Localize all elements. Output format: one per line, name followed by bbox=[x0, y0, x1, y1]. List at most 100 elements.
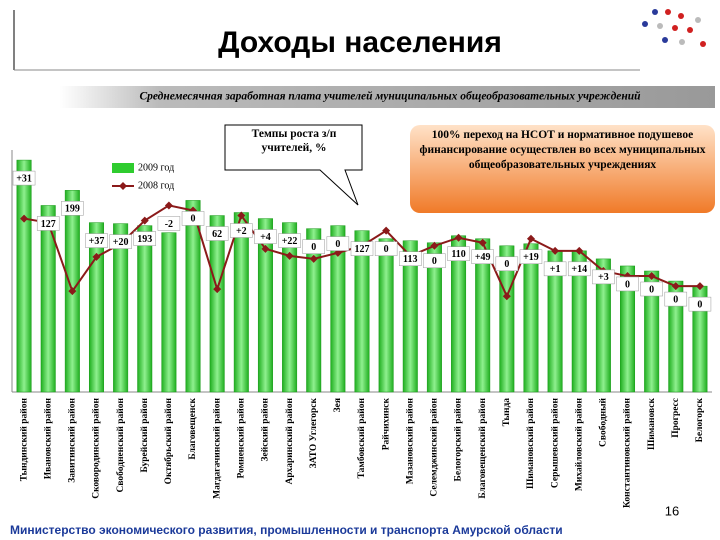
bar bbox=[644, 270, 660, 393]
x-tick-label: Завитинский район bbox=[67, 397, 78, 482]
growth-label: 0 bbox=[384, 244, 389, 255]
bar bbox=[161, 232, 177, 393]
note-text: 100% переход на НСОТ и нормативное подуш… bbox=[420, 129, 706, 171]
line-marker bbox=[695, 282, 704, 291]
line-marker bbox=[164, 201, 173, 210]
line-marker bbox=[20, 214, 29, 223]
bar bbox=[330, 225, 346, 393]
line-marker bbox=[454, 233, 463, 242]
x-tick-label: Благовещенск bbox=[188, 397, 198, 459]
line-marker bbox=[309, 254, 318, 263]
bar bbox=[378, 238, 394, 393]
callout-growth: Темпы роста з/п учителей, % bbox=[251, 128, 337, 154]
x-tick-label: Архаринский район bbox=[284, 397, 295, 484]
growth-label: 62 bbox=[212, 229, 222, 240]
bar bbox=[185, 200, 201, 393]
line-marker bbox=[92, 252, 101, 261]
x-tick-label: Благовещенский район bbox=[477, 397, 488, 498]
line-marker bbox=[213, 285, 222, 294]
growth-label-box bbox=[399, 251, 422, 266]
growth-label: 127 bbox=[355, 244, 370, 255]
callout-text: Темпы роста з/п учителей, % bbox=[251, 128, 337, 154]
x-tick-label: Белогорский район bbox=[453, 397, 464, 481]
line-marker bbox=[478, 238, 487, 247]
legend-label: 2009 год bbox=[138, 162, 174, 173]
x-tick-label: Белогорск bbox=[695, 397, 705, 442]
bar bbox=[137, 225, 153, 393]
growth-label-box bbox=[12, 170, 36, 186]
growth-label: 110 bbox=[451, 249, 465, 260]
growth-label: +19 bbox=[523, 252, 539, 263]
bar bbox=[257, 218, 273, 393]
page-number: 16 bbox=[665, 503, 679, 518]
line-marker bbox=[237, 211, 246, 220]
growth-label-box bbox=[133, 231, 157, 246]
legend-swatch bbox=[119, 182, 127, 190]
x-tick-label: Сковородинский район bbox=[91, 397, 102, 498]
title: Доходы населения bbox=[218, 26, 502, 59]
bar bbox=[402, 240, 418, 393]
bar bbox=[209, 215, 225, 393]
bar bbox=[16, 159, 32, 393]
x-tick-label: Магдагачинский район bbox=[211, 397, 222, 498]
line-marker bbox=[647, 272, 656, 281]
x-tick-label: Серышевский район bbox=[549, 397, 560, 488]
x-tick-label: Зейский район bbox=[260, 397, 271, 461]
growth-label-box bbox=[471, 249, 494, 264]
line-marker bbox=[285, 251, 294, 260]
growth-label: +14 bbox=[571, 264, 587, 275]
growth-label-box bbox=[592, 269, 615, 285]
line-marker bbox=[68, 287, 77, 296]
growth-label: 199 bbox=[65, 204, 80, 215]
growth-label-box bbox=[157, 216, 181, 231]
growth-label: 0 bbox=[504, 259, 509, 270]
growth-label-box bbox=[495, 256, 519, 272]
bar bbox=[113, 223, 129, 393]
growth-label-box bbox=[61, 201, 84, 216]
growth-label: 193 bbox=[137, 234, 152, 245]
growth-label: 0 bbox=[649, 284, 654, 295]
growth-label-box bbox=[36, 216, 60, 231]
bar bbox=[306, 228, 322, 393]
growth-label: +31 bbox=[16, 173, 32, 184]
bar bbox=[475, 238, 491, 393]
growth-label-box bbox=[109, 234, 132, 249]
growth-label-box bbox=[664, 291, 688, 307]
x-tick-label: Шимановский район bbox=[525, 397, 536, 489]
x-tick-label: Бурейский район bbox=[139, 397, 150, 472]
line-marker bbox=[526, 234, 535, 243]
growth-label: 0 bbox=[191, 214, 196, 225]
growth-label: +49 bbox=[475, 252, 491, 263]
subtitle: Среднемесячная заработная плата учителей… bbox=[139, 90, 641, 103]
growth-label: -2 bbox=[165, 219, 173, 230]
line-marker bbox=[430, 241, 439, 250]
growth-label-box bbox=[423, 253, 446, 269]
subtitle-banner bbox=[60, 86, 715, 108]
growth-label-box bbox=[640, 281, 663, 297]
growth-label: 0 bbox=[673, 294, 678, 305]
x-tick-label: Мазановский район bbox=[404, 397, 415, 484]
bar bbox=[354, 230, 370, 393]
x-tick-label: Зея bbox=[333, 398, 343, 412]
bar bbox=[282, 222, 298, 393]
footer: Министерство экономического развития, пр… bbox=[10, 523, 563, 537]
growth-label: +22 bbox=[282, 236, 298, 247]
bar bbox=[40, 205, 56, 393]
line-marker bbox=[140, 216, 149, 225]
x-tick-label: Шимановск bbox=[647, 397, 657, 450]
growth-label-box bbox=[350, 241, 374, 256]
bar bbox=[668, 280, 684, 393]
growth-label-box bbox=[85, 233, 108, 248]
growth-label-box bbox=[230, 223, 253, 238]
x-tick-label: Ивановский район bbox=[42, 397, 53, 479]
x-tick-label: ЗАТО Углегорск bbox=[309, 397, 319, 468]
bar bbox=[499, 245, 515, 393]
x-tick-label: Тында bbox=[502, 398, 512, 427]
growth-label-box bbox=[205, 226, 229, 241]
x-tick-label: Райчихинск bbox=[380, 397, 391, 450]
growth-label-box bbox=[447, 246, 470, 261]
growth-label: 127 bbox=[41, 219, 56, 230]
growth-label-box bbox=[616, 276, 639, 292]
x-tick-label: Тамбовский район bbox=[356, 397, 367, 478]
